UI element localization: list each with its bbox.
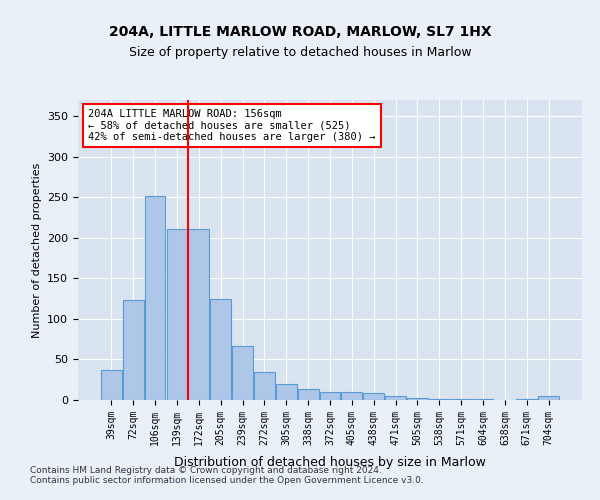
Text: Contains HM Land Registry data © Crown copyright and database right 2024.
Contai: Contains HM Land Registry data © Crown c…	[30, 466, 424, 485]
Bar	[254, 372, 275, 400]
Bar	[538, 396, 559, 400]
Bar	[101, 370, 122, 400]
Text: 204A LITTLE MARLOW ROAD: 156sqm
← 58% of detached houses are smaller (525)
42% o: 204A LITTLE MARLOW ROAD: 156sqm ← 58% of…	[88, 109, 376, 142]
Bar	[210, 300, 231, 400]
Text: Size of property relative to detached houses in Marlow: Size of property relative to detached ho…	[128, 46, 472, 59]
Bar	[341, 392, 362, 400]
Bar	[407, 398, 428, 400]
Bar	[232, 346, 253, 400]
Bar	[364, 392, 384, 400]
Bar	[517, 399, 537, 400]
Bar	[320, 392, 340, 400]
Bar	[298, 388, 319, 400]
Bar	[145, 196, 166, 400]
Bar	[451, 399, 472, 400]
Bar	[385, 396, 406, 400]
Text: 204A, LITTLE MARLOW ROAD, MARLOW, SL7 1HX: 204A, LITTLE MARLOW ROAD, MARLOW, SL7 1H…	[109, 26, 491, 40]
Bar	[276, 384, 296, 400]
Bar	[429, 399, 450, 400]
Bar	[473, 399, 493, 400]
Bar	[188, 229, 209, 400]
X-axis label: Distribution of detached houses by size in Marlow: Distribution of detached houses by size …	[174, 456, 486, 469]
Bar	[123, 300, 143, 400]
Bar	[167, 229, 187, 400]
Y-axis label: Number of detached properties: Number of detached properties	[32, 162, 41, 338]
